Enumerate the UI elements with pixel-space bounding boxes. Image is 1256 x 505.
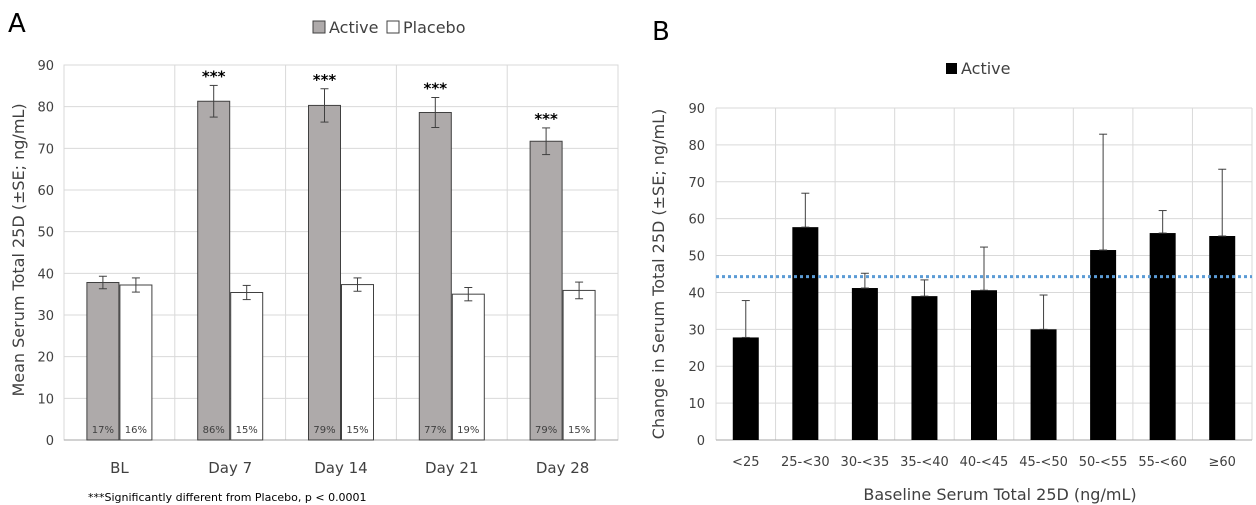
panel-b-category-label: ≥60 (1209, 455, 1236, 470)
panel-a-significance-marker: *** (202, 67, 226, 85)
panel-a: A Active Placebo 0 10 20 30 40 50 60 70 80 90 17%… (8, 9, 619, 504)
panel-a-significance-marker: *** (424, 80, 448, 98)
panel-a-y-tick-label: 50 (37, 226, 54, 241)
panel-a-placebo-bar (451, 293, 485, 441)
panel-b-y-tick-label: 10 (688, 397, 705, 412)
panel-b-active-bar (851, 288, 878, 440)
panel-a-active-percent-label: 79% (313, 425, 335, 436)
panel-b-x-axis-title: Baseline Serum Total 25D (ng/mL) (863, 485, 1136, 504)
panel-a-placebo-bar (341, 284, 374, 441)
panel-b-category-labels: <25 25-<30 30-<35 35-<40 40-<45 45-<50 50-<55 5… (732, 455, 1236, 470)
panel-a-placebo-percent-label: 16% (125, 425, 147, 436)
panel-b-active-bar (971, 290, 997, 440)
panel-a-category-labels: BL Day 7 Day 14 Day 21 Day 28 (110, 459, 589, 477)
panel-b-y-tick-label: 50 (688, 250, 705, 265)
panel-a-bars: 17% 16% 86% *** 15% 79% *** 15% 77% *** 19% 79% *** 1… (86, 67, 596, 441)
panel-b-active-bar (1090, 250, 1117, 440)
panel-b-active-bar (1209, 236, 1236, 440)
panel-b-bars (732, 133, 1236, 440)
panel-a-category-label: Day 21 (425, 459, 478, 477)
panel-b-y-tick-label: 70 (688, 176, 705, 191)
panel-b-y-tick-label: 90 (688, 102, 705, 117)
panel-a-letter: A (8, 9, 26, 39)
panel-a-placebo-percent-label: 15% (346, 425, 368, 436)
legend-label-active: Active (329, 18, 379, 37)
panel-a-active-percent-label: 86% (203, 425, 225, 436)
panel-a-placebo-percent-label: 19% (457, 425, 479, 436)
panel-a-y-tick-label: 30 (37, 309, 54, 324)
panel-b-y-tick-label: 20 (688, 360, 705, 375)
panel-a-placebo-bar (562, 289, 596, 441)
panel-a-y-tick-label: 0 (46, 434, 54, 449)
panel-a-significance-marker: *** (313, 71, 337, 89)
legend-swatch-active-b (946, 63, 957, 74)
panel-a-active-percent-label: 77% (424, 425, 446, 436)
panel-a-category-label: BL (110, 459, 129, 477)
panel-b-active-bar (792, 227, 819, 440)
panel-b-category-label: <25 (732, 455, 759, 470)
panel-a-active-bar (529, 140, 563, 441)
panel-b-active-bar (911, 296, 938, 440)
panel-a-y-ticks: 0 10 20 30 40 50 60 70 80 90 (37, 59, 54, 449)
panel-a-y-tick-label: 40 (37, 267, 54, 282)
panel-a-active-bar (308, 104, 341, 441)
panel-a-category-label: Day 7 (208, 459, 252, 477)
panel-b-active-bar (732, 337, 759, 440)
panel-a-y-tick-label: 80 (37, 101, 54, 116)
panel-b-category-label: 55-<60 (1138, 455, 1187, 470)
panel-a-y-tick-label: 90 (37, 59, 54, 74)
panel-a-y-tick-label: 20 (37, 351, 54, 366)
legend-label-active-b: Active (961, 59, 1011, 78)
legend-swatch-active (312, 20, 326, 34)
panel-b-category-label: 40-<45 (960, 455, 1009, 470)
panel-b-category-label: 30-<35 (841, 455, 890, 470)
legend-swatch-placebo (386, 20, 400, 34)
panel-a-active-bar (86, 282, 120, 441)
legend-label-placebo: Placebo (403, 18, 465, 37)
panel-a-active-percent-label: 17% (92, 425, 114, 436)
panel-b-category-label: 45-<50 (1019, 455, 1068, 470)
panel-b: B Active 0 10 20 30 40 50 60 70 80 90 <25 25-<30 30… (649, 17, 1253, 504)
panel-a-active-bar (418, 112, 452, 441)
panel-b-active-bar (1030, 329, 1057, 440)
panel-b-category-label: 50-<55 (1079, 455, 1128, 470)
panel-a-placebo-percent-label: 15% (236, 425, 258, 436)
panel-b-y-tick-label: 30 (688, 323, 705, 338)
panel-a-placebo-bar (119, 284, 153, 441)
panel-b-y-tick-label: 80 (688, 139, 705, 154)
panel-b-y-tick-label: 60 (688, 213, 705, 228)
panel-a-gridlines (63, 64, 619, 441)
panel-a-category-label: Day 28 (536, 459, 589, 477)
panel-a-category-label: Day 14 (314, 459, 367, 477)
panel-b-y-axis-title: Change in Serum Total 25D (±SE; ng/mL) (649, 109, 668, 439)
panel-b-category-label: 35-<40 (900, 455, 949, 470)
panel-b-y-tick-label: 40 (688, 286, 705, 301)
panel-a-y-tick-label: 10 (37, 392, 54, 407)
panel-a-placebo-bar (230, 292, 264, 441)
panel-a-footnote: ***Significantly different from Placebo,… (88, 491, 367, 504)
panel-a-active-percent-label: 79% (535, 425, 557, 436)
panel-a-y-axis-title: Mean Serum Total 25D (±SE; ng/mL) (9, 103, 28, 396)
panel-a-legend: Active Placebo (312, 18, 465, 37)
panel-b-y-tick-label: 0 (697, 434, 705, 449)
panel-b-letter: B (652, 17, 670, 47)
panel-b-active-bar (1149, 233, 1176, 440)
panel-a-y-tick-label: 70 (37, 142, 54, 157)
panel-b-y-ticks: 0 10 20 30 40 50 60 70 80 90 (688, 102, 705, 449)
panel-a-significance-marker: *** (534, 110, 558, 128)
panel-a-y-tick-label: 60 (37, 184, 54, 199)
panel-a-active-bar (197, 100, 231, 441)
panel-b-category-label: 25-<30 (781, 455, 830, 470)
panel-b-legend: Active (946, 59, 1011, 78)
panel-a-placebo-percent-label: 15% (568, 425, 590, 436)
